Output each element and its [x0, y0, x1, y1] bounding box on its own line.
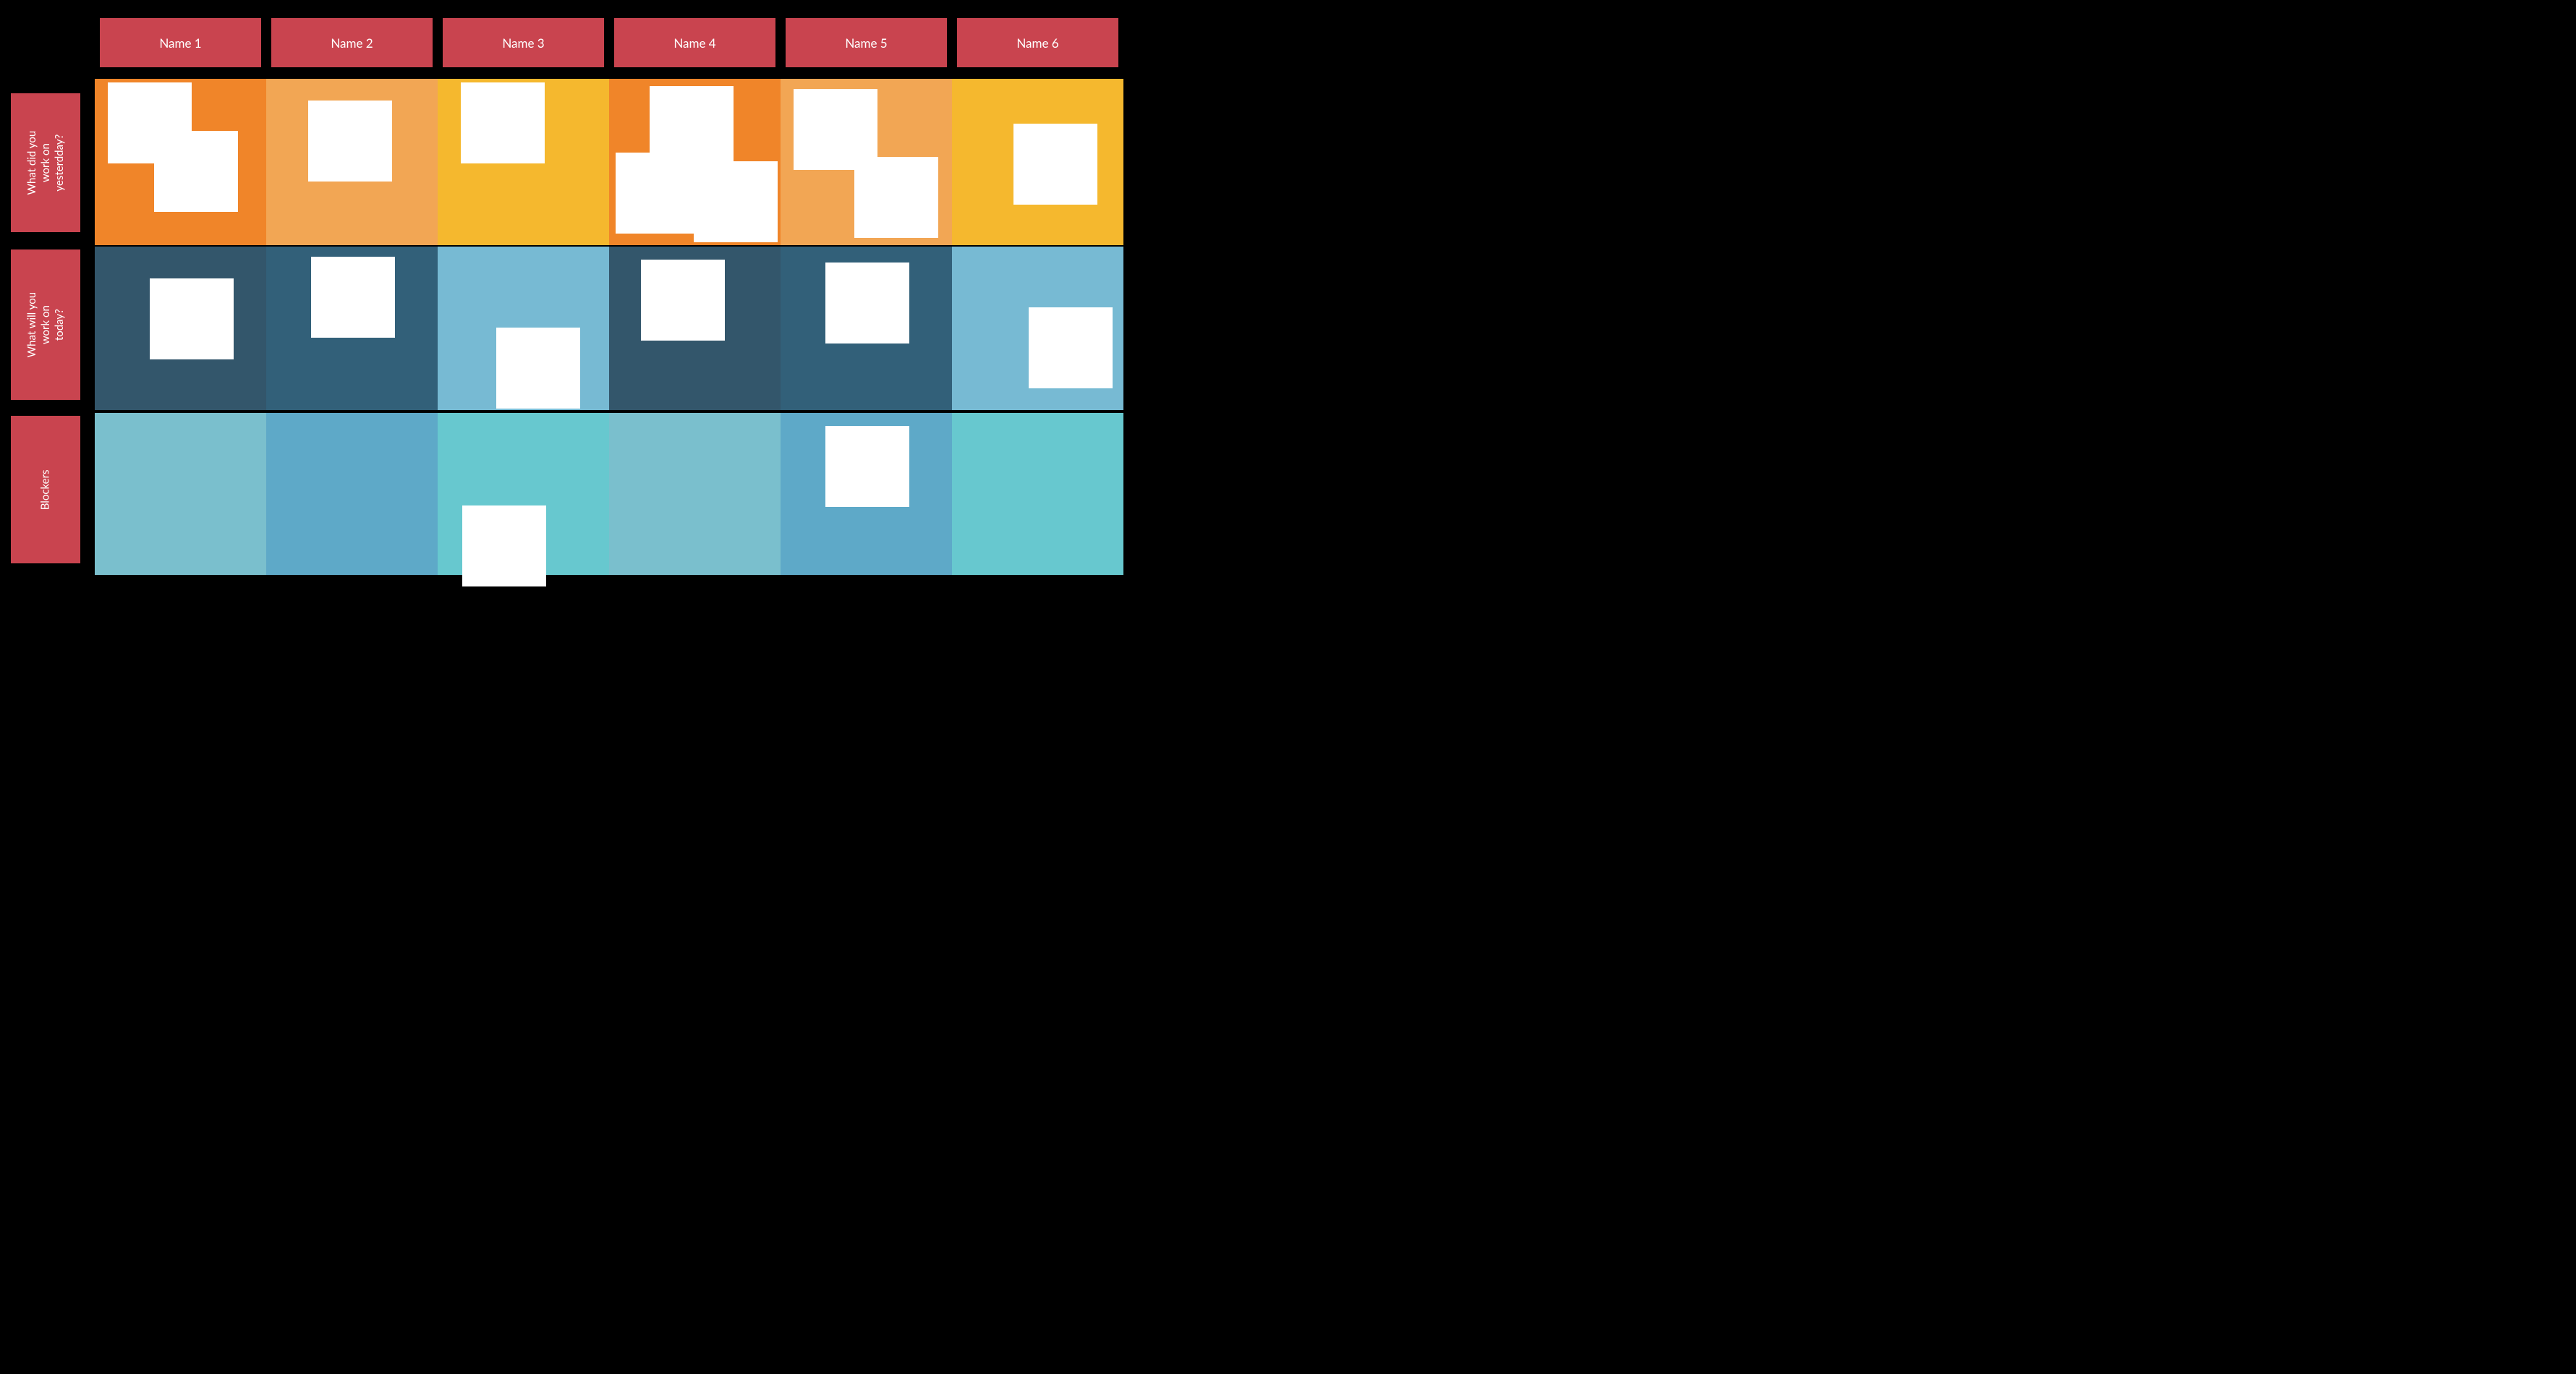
sticky-note[interactable] [496, 328, 580, 409]
sticky-note[interactable] [854, 157, 938, 238]
sticky-note[interactable] [1029, 307, 1113, 388]
row-header-yesterday: What did you work on yesterdday? [11, 93, 80, 232]
sticky-note[interactable] [311, 257, 395, 338]
sticky-note[interactable] [150, 278, 234, 359]
col-header-label: Name 6 [1016, 35, 1058, 51]
col-header-label: Name 1 [159, 35, 201, 51]
cell[interactable] [95, 413, 266, 575]
sticky-note[interactable] [825, 263, 909, 344]
row-header-blockers: Blockers [11, 416, 80, 563]
sticky-note[interactable] [825, 426, 909, 507]
row-header-label: What will you work on today? [25, 290, 66, 359]
sticky-note[interactable] [308, 101, 392, 182]
standup-board: Name 1 Name 2 Name 3 Name 4 Name 5 Name … [0, 0, 1129, 584]
col-header-label: Name 4 [673, 35, 715, 51]
sticky-note[interactable] [461, 82, 545, 163]
col-header-label: Name 2 [331, 35, 373, 51]
col-header-3: Name 3 [443, 18, 604, 67]
sticky-note[interactable] [616, 153, 700, 234]
sticky-note[interactable] [694, 161, 778, 242]
sticky-note[interactable] [462, 505, 546, 586]
row-header-label: Blockers [39, 455, 53, 524]
row-header-today: What will you work on today? [11, 249, 80, 400]
cell[interactable] [952, 413, 1123, 575]
sticky-note[interactable] [641, 260, 725, 341]
col-header-6: Name 6 [957, 18, 1118, 67]
col-header-label: Name 3 [502, 35, 544, 51]
cell[interactable] [266, 413, 438, 575]
sticky-note[interactable] [154, 131, 238, 212]
col-header-5: Name 5 [786, 18, 947, 67]
sticky-note[interactable] [1013, 124, 1097, 205]
col-header-2: Name 2 [271, 18, 433, 67]
row-header-label: What did you work on yesterdday? [25, 128, 66, 197]
col-header-1: Name 1 [100, 18, 261, 67]
col-header-label: Name 5 [845, 35, 887, 51]
cell[interactable] [609, 413, 781, 575]
col-header-4: Name 4 [614, 18, 775, 67]
